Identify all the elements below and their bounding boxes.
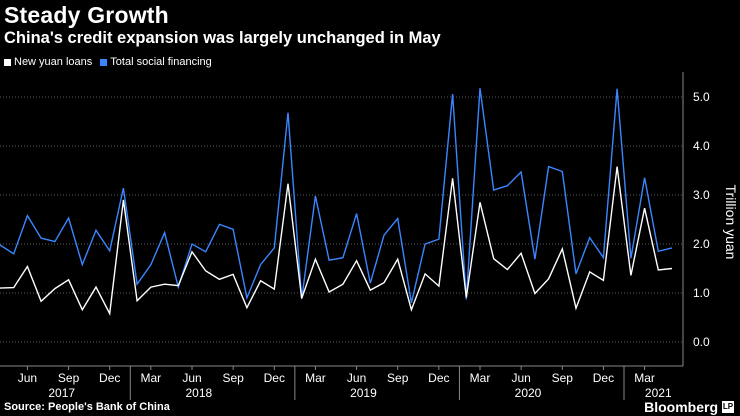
x-tick-label: Mar [305,371,326,385]
x-tick-label: Jun [182,371,201,385]
y-axis-title: Trillion yuan [723,185,739,260]
x-tick-label: Sep [552,371,574,385]
x-year-label: 2020 [515,386,542,400]
brand-logo: Bloomberg LP [644,399,734,415]
series-line-total-social-financing [0,88,673,303]
x-tick-label: Jun [18,371,37,385]
brand-badge-icon: LP [722,401,734,413]
source-note: Source: People's Bank of China [4,401,170,413]
x-tick-label: Mar [634,371,655,385]
x-year-label: 2018 [186,386,213,400]
y-tick-label: 5.0 [693,90,710,104]
x-tick-label: Dec [264,371,285,385]
x-tick-label: Jun [347,371,366,385]
legend-label-total-social-financing: Total social financing [110,56,212,68]
x-tick-label: Mar [470,371,491,385]
x-tick-label: Mar [141,371,162,385]
legend-label-new-yuan-loans: New yuan loans [14,56,93,68]
legend-item-new-yuan-loans: New yuan loans [4,56,92,68]
x-tick-label: Dec [428,371,449,385]
x-tick-label: Dec [99,371,120,385]
y-tick-label: 1.0 [693,286,710,300]
y-tick-label: 3.0 [693,188,710,202]
chart-title: Steady Growth [4,2,169,28]
x-tick-label: Sep [222,371,244,385]
x-year-label: 2017 [48,386,75,400]
x-tick-label: Sep [387,371,409,385]
x-tick-label: Dec [593,371,614,385]
legend: New yuan loans Total social financing [4,56,212,68]
x-tick-label: Sep [58,371,80,385]
x-tick-label: Jun [511,371,530,385]
brand-name: Bloomberg [644,399,718,415]
y-tick-label: 2.0 [693,237,710,251]
x-year-label: 2019 [350,386,377,400]
x-year-label: 2021 [645,386,672,400]
y-tick-label: 4.0 [693,139,710,153]
chart-subtitle: China's credit expansion was largely unc… [4,29,441,47]
legend-swatch-new-yuan-loans [4,58,11,66]
legend-swatch-total-social-financing [100,58,108,66]
y-tick-label: 0.0 [693,335,710,349]
legend-item-total-social-financing: Total social financing [100,56,212,68]
series-line-new-yuan-loans [0,166,673,316]
